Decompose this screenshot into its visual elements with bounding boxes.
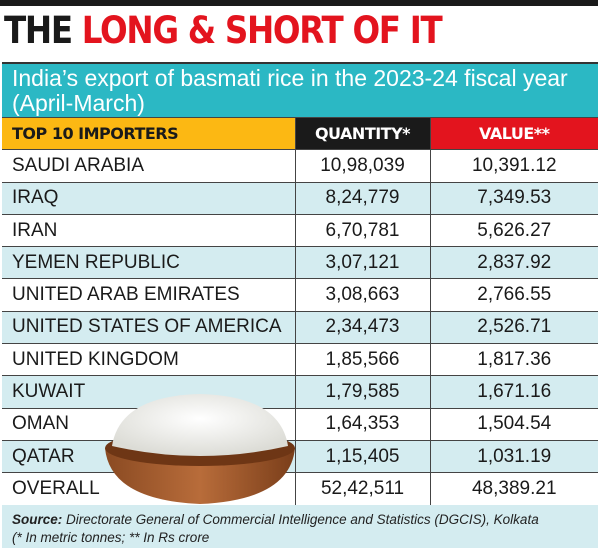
importer-cell: IRAN bbox=[2, 213, 296, 248]
value-cell: 10,391.12 bbox=[429, 149, 598, 183]
quantity-cell: 2,34,473 bbox=[294, 310, 431, 345]
table-row: IRAN 6,70,781 5,626.27 bbox=[2, 213, 598, 248]
column-header-quantity: QUANTITY* bbox=[294, 116, 431, 151]
importer-cell: IRAQ bbox=[2, 181, 296, 215]
quantity-cell: 6,70,781 bbox=[294, 213, 431, 248]
value-cell: 2,526.71 bbox=[429, 310, 598, 345]
rice-bowl-illustration bbox=[105, 394, 295, 504]
source-footer: Source: Directorate General of Commercia… bbox=[2, 505, 598, 548]
importer-cell: YEMEN REPUBLIC bbox=[2, 246, 296, 280]
title-part-black: THE bbox=[4, 9, 73, 52]
source-label: Source: bbox=[12, 512, 63, 527]
quantity-cell: 52,42,511 bbox=[294, 472, 431, 506]
quantity-cell: 10,98,039 bbox=[294, 149, 431, 183]
page-title: THE LONG & SHORT OF IT bbox=[4, 8, 443, 54]
value-cell: 1,031.19 bbox=[429, 439, 598, 474]
value-cell: 1,504.54 bbox=[429, 407, 598, 441]
value-cell: 48,389.21 bbox=[429, 472, 598, 506]
title-part-red: LONG & SHORT OF IT bbox=[81, 9, 443, 52]
subtitle: India’s export of basmati rice in the 20… bbox=[2, 64, 598, 117]
quantity-cell: 1,64,353 bbox=[294, 407, 431, 441]
column-header-value: VALUE** bbox=[429, 116, 598, 151]
table-row: IRAQ 8,24,779 7,349.53 bbox=[2, 181, 598, 215]
table-row: QATAR 1,15,405 1,031.19 bbox=[2, 439, 598, 474]
column-header-importers: TOP 10 IMPORTERS bbox=[2, 116, 296, 151]
table-row: SAUDI ARABIA 10,98,039 10,391.12 bbox=[2, 149, 598, 183]
value-cell: 1,817.36 bbox=[429, 343, 598, 377]
source-text: Directorate General of Commercial Intell… bbox=[62, 512, 539, 527]
table-row: UNITED KINGDOM 1,85,566 1,817.36 bbox=[2, 343, 598, 377]
importer-cell: UNITED STATES OF AMERICA bbox=[2, 310, 296, 345]
value-cell: 7,349.53 bbox=[429, 181, 598, 215]
value-cell: 5,626.27 bbox=[429, 213, 598, 248]
quantity-cell: 3,08,663 bbox=[294, 278, 431, 312]
quantity-cell: 3,07,121 bbox=[294, 246, 431, 280]
table-frame bbox=[2, 62, 598, 550]
value-cell: 2,766.55 bbox=[429, 278, 598, 312]
importers-table: TOP 10 IMPORTERS QUANTITY* VALUE** SAUDI… bbox=[2, 116, 598, 506]
importer-cell: SAUDI ARABIA bbox=[2, 149, 296, 183]
quantity-cell: 8,24,779 bbox=[294, 181, 431, 215]
quantity-cell: 1,79,585 bbox=[294, 375, 431, 409]
table-row: KUWAIT 1,79,585 1,671.16 bbox=[2, 375, 598, 409]
table-row: UNITED ARAB EMIRATES 3,08,663 2,766.55 bbox=[2, 278, 598, 312]
top-rule bbox=[0, 0, 598, 6]
table-row: OMAN 1,64,353 1,504.54 bbox=[2, 407, 598, 441]
importer-cell: UNITED ARAB EMIRATES bbox=[2, 278, 296, 312]
table-row: YEMEN REPUBLIC 3,07,121 2,837.92 bbox=[2, 246, 598, 280]
units-note: (* In metric tonnes; ** In Rs crore bbox=[12, 530, 210, 545]
value-cell: 1,671.16 bbox=[429, 375, 598, 409]
importer-cell: UNITED KINGDOM bbox=[2, 343, 296, 377]
table-row: UNITED STATES OF AMERICA 2,34,473 2,526.71 bbox=[2, 310, 598, 345]
table-header-row: TOP 10 IMPORTERS QUANTITY* VALUE** bbox=[2, 116, 598, 151]
quantity-cell: 1,85,566 bbox=[294, 343, 431, 377]
table-row: OVERALL 52,42,511 48,389.21 bbox=[2, 472, 598, 506]
value-cell: 2,837.92 bbox=[429, 246, 598, 280]
quantity-cell: 1,15,405 bbox=[294, 439, 431, 474]
